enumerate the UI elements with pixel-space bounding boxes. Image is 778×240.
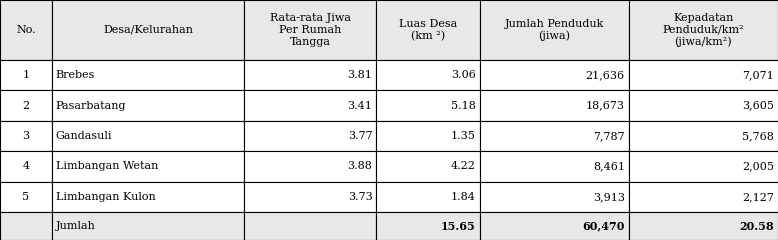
Text: 4.22: 4.22 — [450, 161, 475, 171]
Bar — [377, 121, 480, 151]
Bar — [244, 90, 377, 121]
Text: Jumlah Penduduk
(jiwa): Jumlah Penduduk (jiwa) — [505, 19, 604, 41]
Bar — [0, 182, 51, 212]
Bar — [629, 90, 778, 121]
Text: 3.41: 3.41 — [348, 101, 373, 111]
Text: Limbangan Wetan: Limbangan Wetan — [56, 161, 158, 171]
Bar — [480, 212, 629, 240]
Bar — [244, 0, 377, 60]
Bar — [0, 121, 51, 151]
Text: 1: 1 — [23, 70, 30, 80]
Text: 1.35: 1.35 — [450, 131, 475, 141]
Text: 7,071: 7,071 — [742, 70, 774, 80]
Bar — [244, 212, 377, 240]
Text: Gandasuli: Gandasuli — [56, 131, 112, 141]
Bar — [244, 60, 377, 90]
Text: 7,787: 7,787 — [593, 131, 625, 141]
Text: Rata-rata Jiwa
Per Rumah
Tangga: Rata-rata Jiwa Per Rumah Tangga — [270, 13, 351, 47]
Text: 5.18: 5.18 — [450, 101, 475, 111]
Text: 8,461: 8,461 — [593, 161, 625, 171]
Text: 20.58: 20.58 — [739, 221, 774, 232]
Bar — [244, 182, 377, 212]
Text: 3.77: 3.77 — [348, 131, 373, 141]
Text: Pasarbatang: Pasarbatang — [56, 101, 126, 111]
Bar — [629, 121, 778, 151]
Bar — [51, 60, 244, 90]
Bar — [0, 90, 51, 121]
Bar — [51, 182, 244, 212]
Bar — [480, 151, 629, 182]
Bar — [377, 182, 480, 212]
Bar — [480, 0, 629, 60]
Text: Desa/Kelurahan: Desa/Kelurahan — [103, 25, 193, 35]
Text: 3: 3 — [23, 131, 30, 141]
Text: Limbangan Kulon: Limbangan Kulon — [56, 192, 156, 202]
Bar — [0, 212, 51, 240]
Bar — [51, 90, 244, 121]
Bar — [629, 182, 778, 212]
Bar — [629, 0, 778, 60]
Text: 2: 2 — [23, 101, 30, 111]
Bar — [480, 121, 629, 151]
Bar — [0, 151, 51, 182]
Text: Luas Desa
(km ²): Luas Desa (km ²) — [399, 19, 457, 41]
Bar — [0, 0, 51, 60]
Bar — [51, 151, 244, 182]
Bar — [480, 60, 629, 90]
Text: 1.84: 1.84 — [450, 192, 475, 202]
Bar — [377, 0, 480, 60]
Text: 60,470: 60,470 — [583, 221, 625, 232]
Bar — [51, 0, 244, 60]
Bar — [51, 212, 244, 240]
Text: 21,636: 21,636 — [586, 70, 625, 80]
Text: 3,605: 3,605 — [742, 101, 774, 111]
Bar — [244, 121, 377, 151]
Bar — [480, 90, 629, 121]
Bar — [377, 90, 480, 121]
Bar — [377, 151, 480, 182]
Text: 2,127: 2,127 — [742, 192, 774, 202]
Text: 3.88: 3.88 — [348, 161, 373, 171]
Text: 3.81: 3.81 — [348, 70, 373, 80]
Text: No.: No. — [16, 25, 36, 35]
Text: 2,005: 2,005 — [742, 161, 774, 171]
Text: Brebes: Brebes — [56, 70, 95, 80]
Text: 5: 5 — [23, 192, 30, 202]
Text: 3,913: 3,913 — [593, 192, 625, 202]
Text: 4: 4 — [23, 161, 30, 171]
Bar — [629, 212, 778, 240]
Bar — [51, 121, 244, 151]
Text: 3.06: 3.06 — [450, 70, 475, 80]
Text: 3.73: 3.73 — [348, 192, 373, 202]
Text: Jumlah: Jumlah — [56, 221, 96, 231]
Text: 15.65: 15.65 — [441, 221, 475, 232]
Bar — [377, 212, 480, 240]
Bar — [0, 60, 51, 90]
Bar — [480, 182, 629, 212]
Text: 5,768: 5,768 — [742, 131, 774, 141]
Bar — [629, 60, 778, 90]
Text: 18,673: 18,673 — [586, 101, 625, 111]
Bar — [629, 151, 778, 182]
Bar — [244, 151, 377, 182]
Bar — [377, 60, 480, 90]
Text: Kepadatan
Penduduk/km²
(jiwa/km²): Kepadatan Penduduk/km² (jiwa/km²) — [663, 13, 745, 47]
